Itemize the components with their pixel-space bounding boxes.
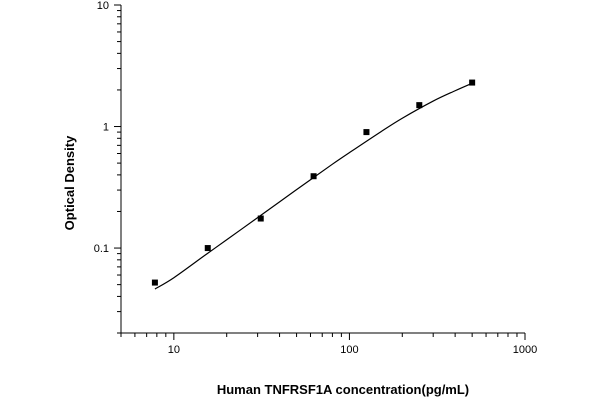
y-tick-label: 1 xyxy=(103,122,109,134)
x-tick-label: 100 xyxy=(340,344,358,356)
y-tick-label: 10 xyxy=(97,0,109,12)
data-point xyxy=(469,79,476,86)
data-point xyxy=(151,279,158,286)
axes xyxy=(120,5,525,334)
x-tick-label: 1000 xyxy=(513,344,537,356)
x-tick-label: 10 xyxy=(168,344,180,356)
data-point xyxy=(416,102,423,109)
data-point xyxy=(204,245,211,252)
series xyxy=(151,79,476,290)
data-point xyxy=(363,129,370,136)
data-point xyxy=(310,173,317,180)
ticks: 10 100 1000 0.1 1 10 xyxy=(94,0,538,356)
y-axis-title: Optical Density xyxy=(62,135,77,230)
data-point xyxy=(257,215,264,222)
y-tick-label: 0.1 xyxy=(94,243,109,255)
x-axis-title: Human TNFRSF1A concentration(pg/mL) xyxy=(217,382,469,397)
fit-curve xyxy=(154,82,473,290)
